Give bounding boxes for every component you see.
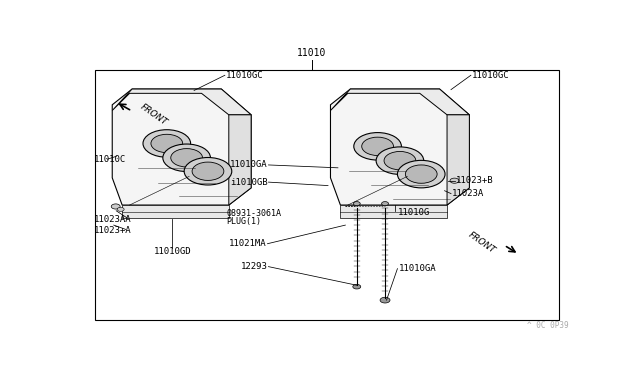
Polygon shape: [330, 89, 469, 205]
Circle shape: [381, 202, 388, 206]
Polygon shape: [112, 89, 251, 115]
Circle shape: [184, 157, 232, 185]
Circle shape: [111, 204, 120, 209]
Text: 11010GA: 11010GA: [230, 160, 268, 169]
Polygon shape: [229, 115, 251, 205]
Text: 11010GC: 11010GC: [472, 71, 509, 80]
Circle shape: [353, 202, 360, 206]
Text: FRONT: FRONT: [467, 230, 497, 255]
Circle shape: [450, 178, 459, 183]
Polygon shape: [330, 89, 469, 115]
Text: 11010G: 11010G: [397, 208, 429, 217]
Text: i1010GB: i1010GB: [230, 178, 268, 187]
Text: 11010C: 11010C: [94, 155, 126, 164]
Circle shape: [354, 132, 401, 160]
Text: FRONT: FRONT: [138, 102, 169, 127]
Circle shape: [376, 147, 424, 174]
Text: 11021MA: 11021MA: [228, 239, 266, 248]
Circle shape: [362, 137, 394, 155]
Text: 12293: 12293: [241, 262, 268, 271]
Circle shape: [117, 207, 124, 211]
Polygon shape: [447, 115, 469, 205]
Polygon shape: [112, 89, 251, 205]
Circle shape: [380, 297, 390, 303]
Text: 11023+A: 11023+A: [94, 226, 131, 235]
Polygon shape: [122, 205, 229, 218]
Text: 11010GC: 11010GC: [227, 71, 264, 80]
Text: 11010GD: 11010GD: [154, 247, 191, 256]
Text: 11023A: 11023A: [452, 189, 484, 198]
Text: PLUG(1): PLUG(1): [227, 217, 261, 226]
Circle shape: [163, 144, 211, 171]
Circle shape: [353, 284, 361, 289]
Text: 11023+B: 11023+B: [456, 176, 493, 185]
Bar: [95, 70, 559, 320]
Text: 11023AA: 11023AA: [94, 215, 131, 224]
Circle shape: [384, 151, 416, 170]
Circle shape: [171, 149, 202, 167]
Circle shape: [143, 130, 191, 157]
Text: 11010GA: 11010GA: [399, 264, 436, 273]
Circle shape: [405, 165, 437, 183]
Text: 11010: 11010: [297, 48, 326, 58]
Circle shape: [192, 162, 224, 180]
Circle shape: [151, 134, 182, 153]
Text: 08931-3061A: 08931-3061A: [227, 209, 282, 218]
Polygon shape: [340, 205, 447, 218]
Text: ^ 0C 0P39: ^ 0C 0P39: [527, 321, 568, 330]
Circle shape: [397, 160, 445, 188]
